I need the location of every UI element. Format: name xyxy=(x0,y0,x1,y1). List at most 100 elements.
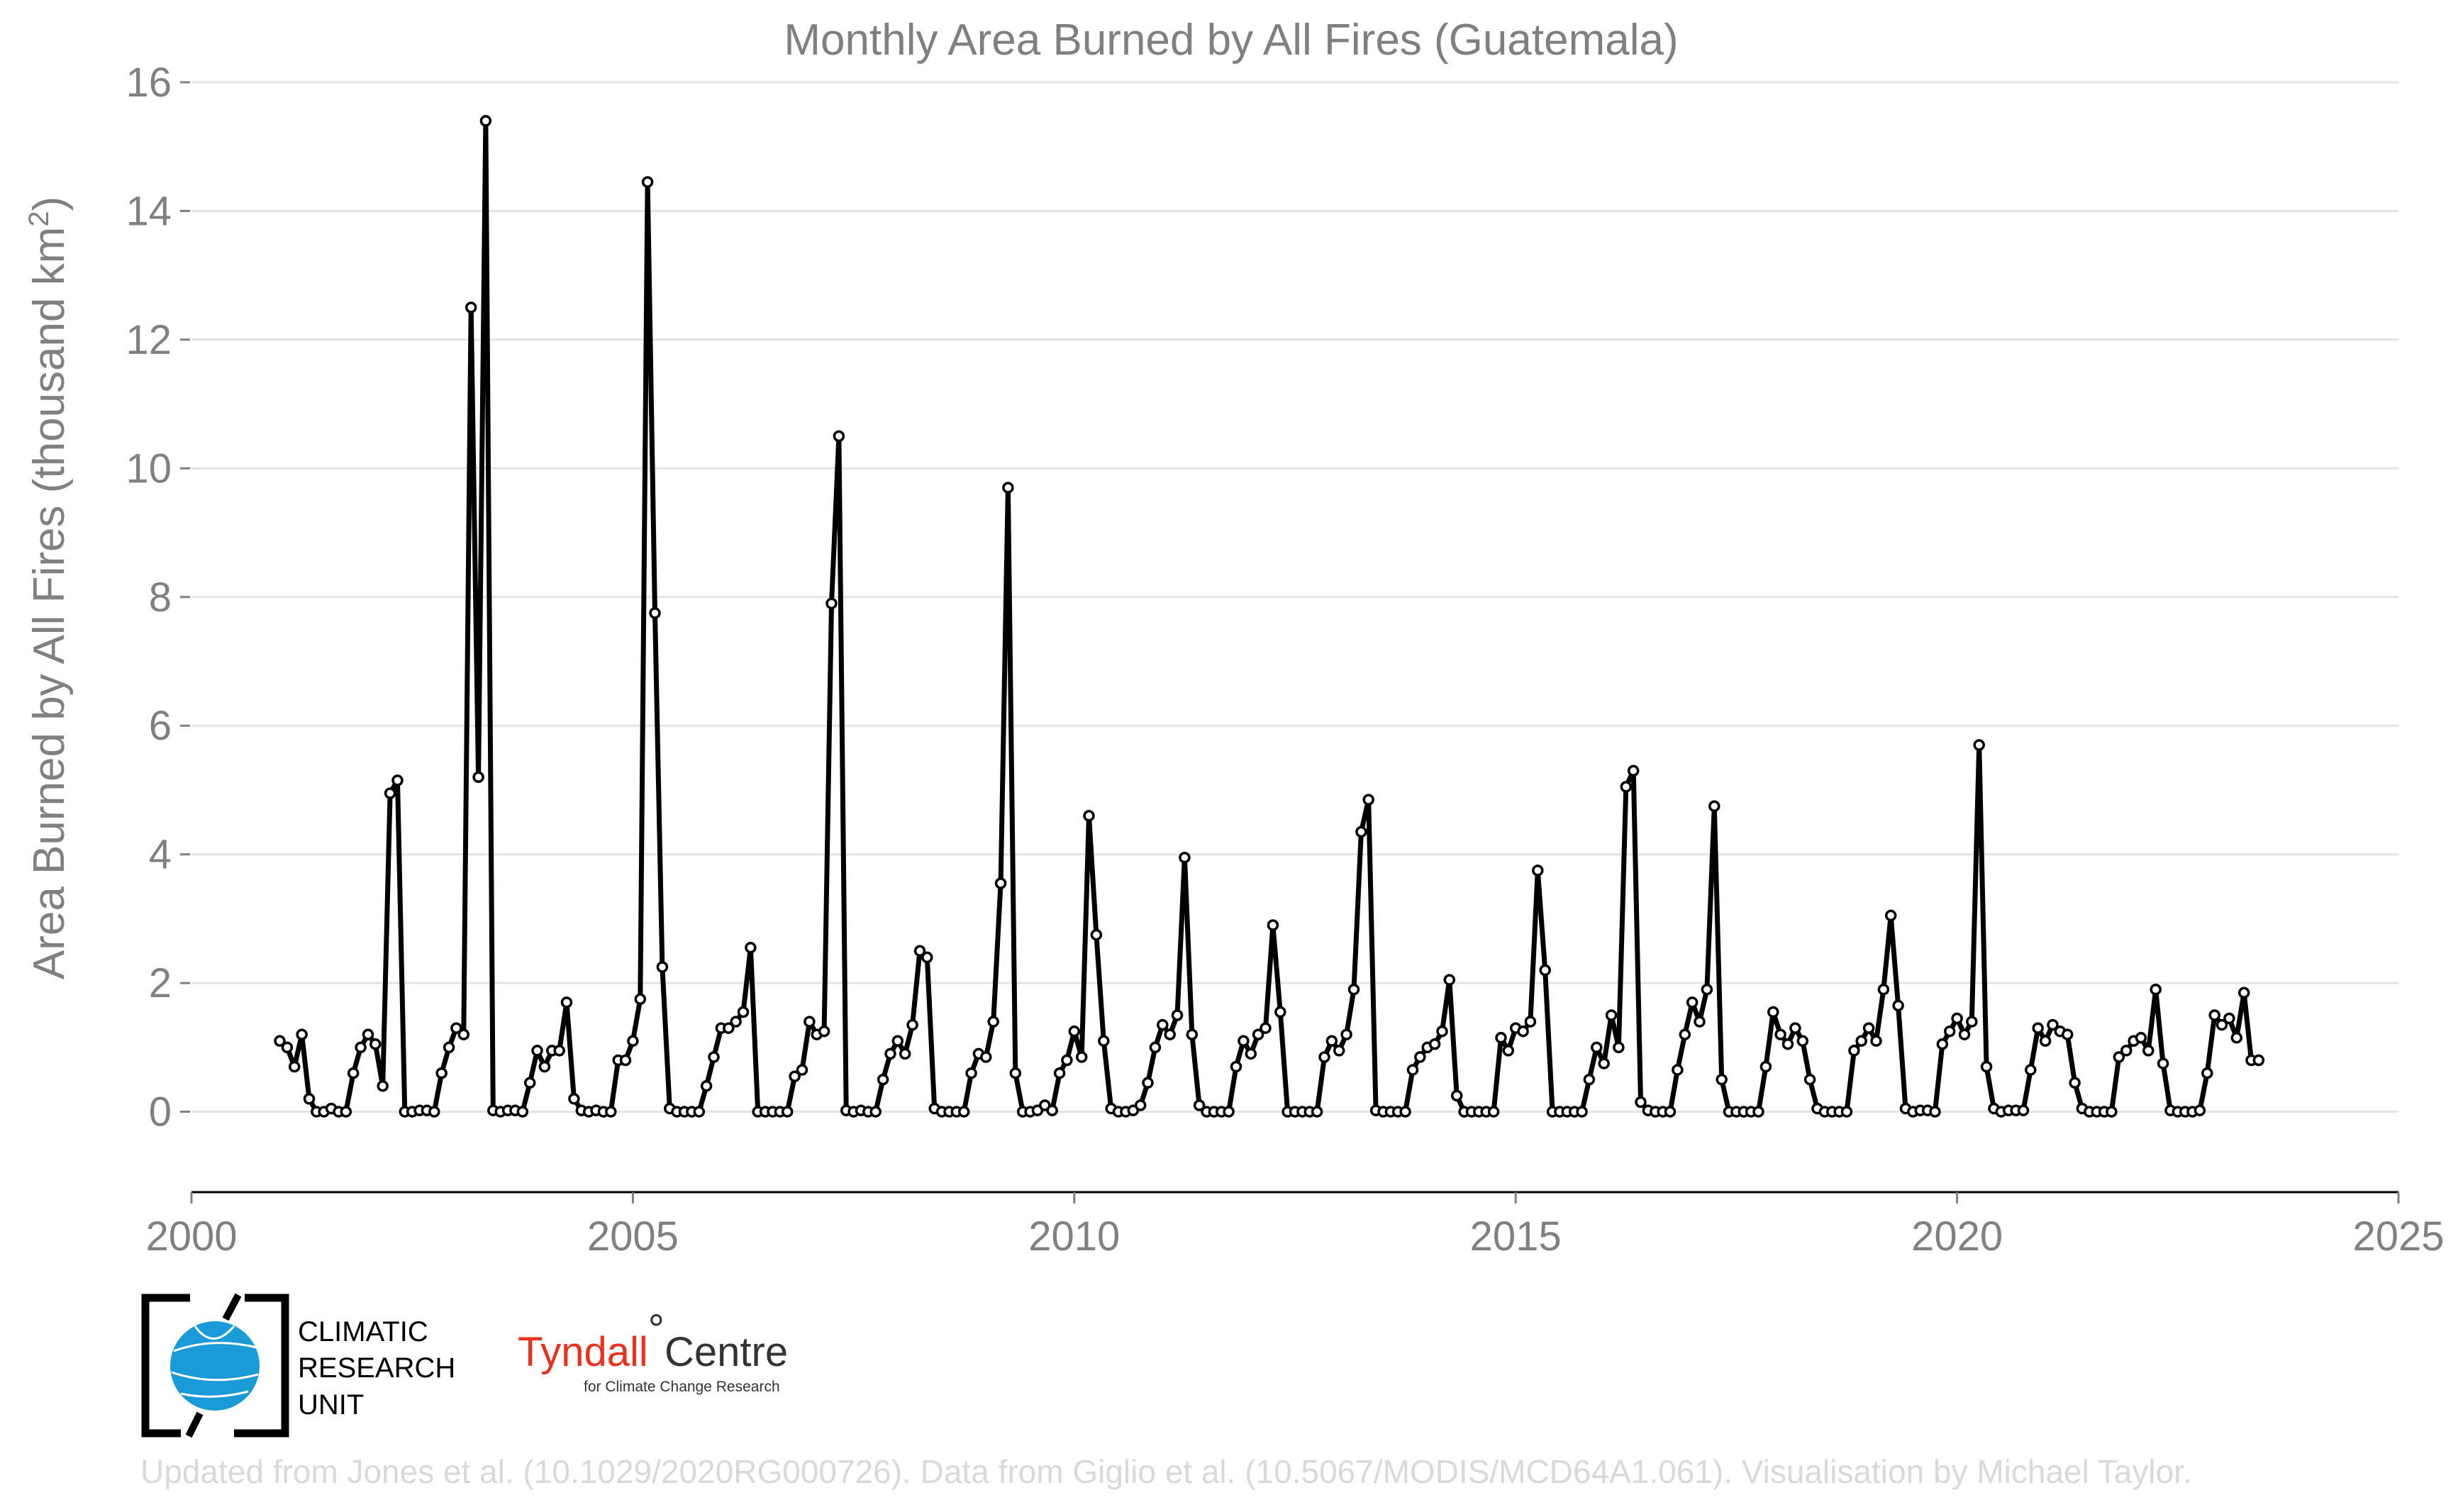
data-point xyxy=(921,951,933,964)
data-point xyxy=(1171,1009,1184,1021)
data-point xyxy=(1164,1028,1176,1040)
data-point xyxy=(1679,1028,1691,1040)
data-point xyxy=(2039,1035,2052,1047)
data-point xyxy=(1613,1041,1625,1054)
data-point xyxy=(1098,1035,1110,1047)
data-point xyxy=(450,1022,462,1034)
data-point xyxy=(1362,794,1374,806)
y-tick-label: 12 xyxy=(126,317,172,363)
data-point xyxy=(1532,865,1544,877)
data-point xyxy=(1399,1106,1411,1118)
data-point xyxy=(523,1077,536,1089)
data-point xyxy=(1524,1016,1537,1028)
data-point xyxy=(1539,964,1551,977)
data-point xyxy=(2017,1104,2030,1117)
data-point xyxy=(781,1106,794,1118)
data-point xyxy=(745,941,757,954)
data-point xyxy=(1767,1006,1779,1018)
data-point xyxy=(1193,1099,1206,1111)
data-point xyxy=(1068,1025,1081,1038)
data-point xyxy=(531,1045,543,1057)
data-point xyxy=(833,430,845,443)
data-point xyxy=(2215,1018,2228,1031)
data-point xyxy=(1591,1041,1603,1054)
data-point xyxy=(465,301,477,313)
tyndall-subtitle: for Climate Change Research xyxy=(584,1379,780,1395)
data-point xyxy=(2061,1028,2074,1040)
data-point xyxy=(789,1070,801,1082)
data-point xyxy=(2157,1057,2169,1069)
data-point xyxy=(1230,1060,1242,1073)
data-point xyxy=(1075,1051,1088,1063)
data-point xyxy=(1672,1064,1684,1076)
data-point xyxy=(825,597,838,610)
data-point xyxy=(1840,1106,1853,1118)
data-point xyxy=(1958,1028,1971,1040)
data-point xyxy=(369,1038,382,1050)
data-point xyxy=(472,771,484,784)
chart-title: Monthly Area Burned by All Fires (Guatem… xyxy=(784,16,1678,65)
data-point xyxy=(1311,1106,1323,1118)
data-point xyxy=(435,1067,447,1079)
data-point xyxy=(994,877,1007,889)
data-point xyxy=(377,1080,389,1092)
data-point xyxy=(1605,1009,1618,1021)
y-tick-label: 8 xyxy=(149,574,172,621)
data-point xyxy=(2201,1067,2213,1079)
cru-slash xyxy=(185,1293,242,1438)
y-tick-label: 2 xyxy=(149,960,172,1006)
data-point xyxy=(1973,739,1985,751)
data-point xyxy=(619,1054,632,1067)
data-point xyxy=(796,1064,808,1076)
data-point xyxy=(1325,1035,1338,1047)
data-point xyxy=(1583,1073,1596,1086)
data-point xyxy=(457,1028,470,1040)
cru-line-2: RESEARCH xyxy=(298,1352,455,1384)
x-tick-label: 2020 xyxy=(1911,1213,2003,1260)
data-point xyxy=(708,1051,720,1063)
data-point xyxy=(1436,1025,1448,1038)
data-point xyxy=(1333,1045,1345,1057)
data-point xyxy=(2252,1054,2265,1067)
data-point xyxy=(737,1006,750,1018)
tyndall-dark: Centre xyxy=(665,1329,788,1375)
tyndall-red: Tyndall xyxy=(518,1329,648,1375)
tyndall-wordmark: Tyndall°Centre xyxy=(518,1306,788,1376)
data-point xyxy=(730,1016,742,1028)
y-tick-label: 4 xyxy=(149,832,172,878)
data-point xyxy=(965,1067,977,1079)
data-point xyxy=(899,1047,911,1060)
data-point xyxy=(1892,999,1904,1012)
data-point xyxy=(1759,1060,1772,1073)
data-point xyxy=(1274,1006,1286,1018)
data-point xyxy=(627,1035,639,1047)
data-point xyxy=(428,1106,440,1118)
data-point xyxy=(1943,1025,1956,1038)
data-point xyxy=(700,1080,713,1092)
data-point xyxy=(1252,1028,1264,1040)
data-point xyxy=(568,1093,580,1105)
tyndall-logo: Tyndall°Centre for Climate Change Resear… xyxy=(518,1306,788,1396)
data-point xyxy=(2150,983,2162,996)
data-point xyxy=(2194,1104,2206,1117)
data-point xyxy=(1443,974,1456,986)
data-point xyxy=(1090,928,1103,941)
data-point xyxy=(1781,1038,1794,1050)
data-point xyxy=(560,996,573,1008)
data-point xyxy=(693,1106,706,1118)
data-point xyxy=(1083,810,1095,822)
cru-bracket-right xyxy=(234,1294,289,1438)
data-point xyxy=(1796,1035,1809,1047)
data-point xyxy=(1694,1016,1706,1028)
data-point xyxy=(869,1106,882,1118)
x-tick-label: 2005 xyxy=(587,1213,679,1260)
data-point xyxy=(1406,1064,1419,1076)
credit-line: Updated from Jones et al. (10.1029/2020R… xyxy=(140,1453,2192,1490)
data-point xyxy=(1009,1067,1022,1079)
data-point xyxy=(2230,1032,2243,1044)
data-point xyxy=(362,1028,374,1040)
data-point xyxy=(1774,1028,1786,1040)
data-point xyxy=(1318,1051,1330,1063)
data-point xyxy=(1716,1073,1728,1086)
